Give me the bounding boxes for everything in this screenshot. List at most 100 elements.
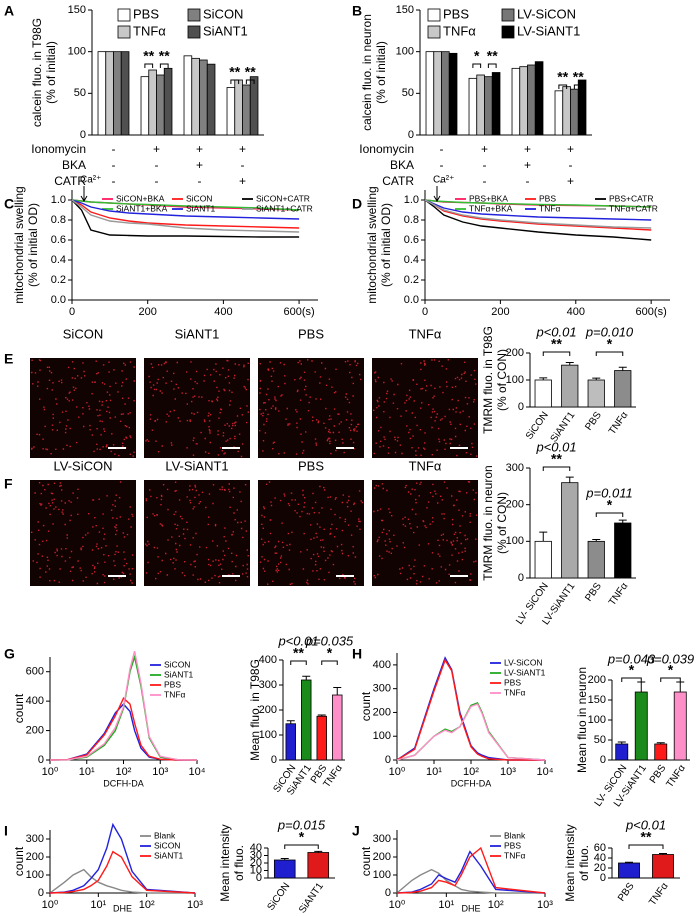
y-tick-label: 600 (26, 666, 44, 678)
legend-label: SiCON+CATR (256, 193, 310, 203)
condition-value: - (440, 158, 444, 172)
condition-value: - (440, 174, 444, 188)
x-tick-label: SiCON (266, 881, 293, 913)
y-tick-label: 100 (259, 729, 277, 741)
micrograph-signal (31, 359, 135, 457)
y-tick-label: 100 (68, 46, 86, 58)
annotation-arrow (433, 186, 441, 202)
bar (156, 74, 165, 136)
y-axis-label: of fluo. (577, 845, 591, 881)
legend-label: SiANT1+CATR (256, 203, 313, 213)
bar (183, 55, 193, 136)
series-line (396, 868, 545, 894)
significance-label: p=0.011 (585, 485, 632, 500)
legend-label: TNFα+BKA (469, 203, 513, 213)
y-tick-label: 100 (26, 869, 44, 881)
x-axis-label: DHE (113, 903, 132, 913)
condition-value: + (153, 142, 160, 156)
legend-swatch (187, 8, 201, 22)
y-tick-label: 0.2 (404, 274, 419, 286)
error-bar (676, 681, 685, 692)
legend-swatch (427, 8, 441, 22)
significance-bracket (628, 844, 664, 849)
series-line (424, 199, 652, 221)
x-tick-label: 600(s) (283, 306, 314, 318)
x-tick-label: SiCON (524, 410, 551, 442)
bar (491, 72, 501, 136)
y-tick-label: 100 (396, 46, 414, 58)
y-tick-label: 200 (588, 674, 606, 686)
significance-bracket (595, 512, 624, 517)
bar (97, 51, 107, 136)
y-axis-label: (% of initial OD) (379, 203, 393, 287)
micrograph (372, 358, 478, 458)
condition-label: BKA (390, 158, 414, 172)
x-tick-label: TNFα (647, 881, 671, 908)
significance-bracket (472, 63, 482, 68)
y-tick-label: 1.0 (404, 194, 419, 206)
significance-bracket (144, 63, 154, 68)
y-tick-label: 40 (594, 852, 606, 864)
series-line (424, 199, 652, 241)
legend-label: LV-SiCON (517, 6, 576, 21)
error-bar (565, 361, 574, 366)
y-axis-label: (% of CON) (495, 349, 509, 411)
legend-label: SiCON+BKA (116, 193, 165, 203)
bar (105, 51, 114, 136)
x-tick-label: 10⁴ (537, 766, 554, 778)
bar (615, 743, 629, 761)
condition-value: - (241, 158, 245, 172)
y-tick-label: 100 (373, 869, 391, 881)
error-bar (317, 714, 326, 717)
y-tick-label: 0 (518, 572, 524, 584)
legend-label: Blank (154, 830, 176, 840)
condition-value: + (524, 142, 531, 156)
bar (148, 69, 157, 136)
bar (577, 79, 587, 136)
y-tick-label: 150 (588, 694, 606, 706)
y-tick-label: 0.2 (51, 274, 66, 286)
x-tick-label: 10⁴ (189, 766, 206, 778)
y-tick-label: 200 (259, 704, 277, 716)
series-line (424, 199, 652, 208)
significance-label: ** (143, 48, 154, 64)
y-axis-label: (% of initial) (44, 41, 58, 104)
x-tick-label: 10² (488, 899, 504, 911)
significance-label: * (607, 336, 613, 352)
significance-label: ** (573, 69, 584, 85)
error-bar (618, 519, 627, 523)
condition-value: - (483, 174, 487, 188)
significance-label: ** (551, 336, 562, 352)
x-tick-label: 600(s) (636, 306, 667, 318)
bar (652, 854, 674, 879)
y-tick-label: 200 (26, 724, 44, 736)
bar (519, 66, 528, 136)
image-label: PBS (298, 458, 324, 473)
y-tick-label: 200 (373, 851, 391, 863)
significance-bracket (542, 466, 571, 471)
legend-swatch (117, 8, 131, 22)
bar (226, 87, 236, 136)
significance-bracket (230, 79, 240, 84)
significance-label: p<0.01 (625, 817, 666, 832)
significance-label: p=0.039 (646, 651, 694, 666)
bar (307, 852, 330, 879)
bar (301, 679, 312, 761)
x-tick-label: SiANT1 (297, 881, 326, 916)
bar (113, 51, 122, 136)
significance-bracket (284, 844, 319, 849)
legend-swatch (501, 8, 515, 22)
legend-label: TNFα (133, 23, 166, 38)
bar (425, 51, 435, 136)
condition-value: + (524, 158, 531, 172)
significance-bracket (321, 660, 338, 665)
legend-label: SiANT1 (186, 203, 216, 213)
significance-bracket (487, 63, 497, 68)
micrograph-signal (145, 359, 249, 458)
y-tick-label: 100 (373, 730, 391, 742)
bar (534, 540, 552, 579)
bar (534, 379, 552, 408)
y-tick-label: 150 (68, 4, 86, 16)
x-tick-label: 10¹ (438, 899, 454, 911)
micrograph-signal (259, 359, 362, 455)
